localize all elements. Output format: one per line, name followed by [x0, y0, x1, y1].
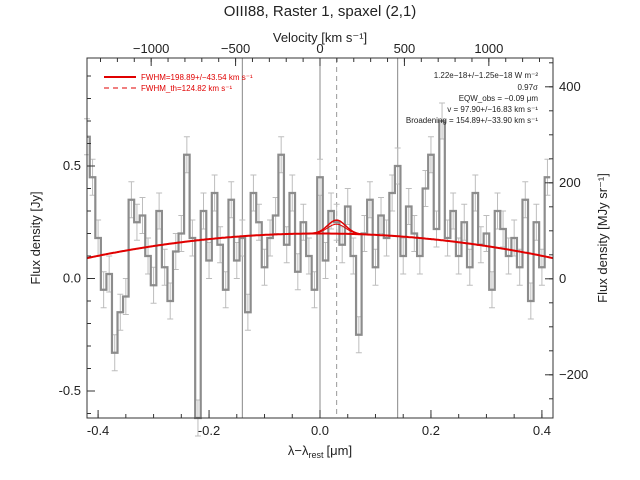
bottom-tick-label-4: 0.4	[533, 423, 551, 438]
spectrum-layer	[84, 102, 551, 437]
right-tick-label-2: 200	[559, 175, 581, 190]
left-tick-label-1: 0.0	[63, 271, 81, 286]
tick-layer: -0.4 -0.2 0.0 0.2 0.4 -0.5 0.0 0.5 −1000 −500 0 500…	[59, 41, 589, 438]
bottom-tick-label-1: -0.2	[198, 423, 220, 438]
x-axis-label: λ−λrest [μm]	[288, 443, 352, 460]
x-axis-label-sub: rest	[309, 450, 325, 460]
x-axis-label-main: λ−λ	[288, 443, 309, 458]
fit-total	[86, 219, 554, 259]
y-axis-label-right: Flux density [MJy sr⁻¹]	[595, 173, 610, 303]
plot-area	[241, 58, 399, 418]
top-tick-label-1: −500	[221, 41, 250, 56]
annotation-eqw: EQW_obs = −0.09 μm	[459, 94, 539, 103]
fit-annotations: 1.22e−18+/−1.25e−18 W m⁻² 0.97σ EQW_obs …	[406, 71, 538, 125]
right-tick-label-0: −200	[559, 367, 588, 382]
y-axis-label-left: Flux density [Jy]	[28, 191, 43, 284]
bottom-tick-label-2: 0.0	[311, 423, 329, 438]
top-tick-label-3: 500	[394, 41, 416, 56]
annotation-flux: 1.22e−18+/−1.25e−18 W m⁻²	[434, 71, 539, 80]
spectrum-histogram	[87, 119, 551, 420]
chart-title: OIII88, Raster 1, spaxel (2,1)	[224, 3, 417, 20]
top-tick-label-2: 0	[316, 41, 323, 56]
left-tick-label-2: 0.5	[63, 158, 81, 173]
right-tick-label-3: 400	[559, 79, 581, 94]
x-axis-label-unit: [μm]	[327, 443, 353, 458]
bottom-tick-label-0: -0.4	[87, 423, 109, 438]
right-tick-label-1: 0	[559, 271, 566, 286]
legend: FWHM=198.89+/−43.54 km s⁻¹ FWHM_th=124.8…	[104, 73, 253, 93]
top-tick-label-4: 1000	[474, 41, 503, 56]
annotation-broadening: Broadening = 154.89+/−33.90 km s⁻¹	[406, 116, 538, 125]
left-tick-label-0: -0.5	[59, 383, 81, 398]
annotation-sigma: 0.97σ	[517, 83, 538, 92]
annotation-velocity: v = 97.90+/−16.83 km s⁻¹	[447, 105, 538, 114]
top-axis-label: Velocity [km s⁻¹]	[273, 30, 367, 45]
legend-fwhm-th: FWHM_th=124.82 km s⁻¹	[141, 84, 232, 93]
bottom-tick-label-3: 0.2	[422, 423, 440, 438]
legend-fwhm: FWHM=198.89+/−43.54 km s⁻¹	[141, 73, 253, 82]
fit-layer	[86, 219, 554, 260]
top-tick-label-0: −1000	[133, 41, 170, 56]
